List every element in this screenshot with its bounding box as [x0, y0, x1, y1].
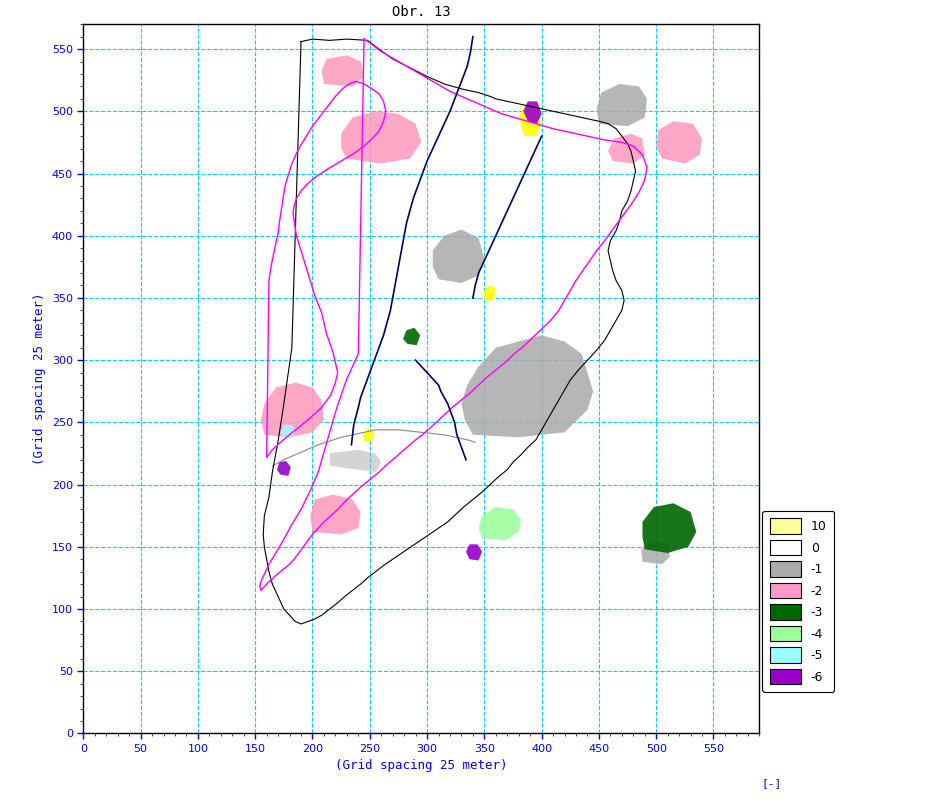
- Polygon shape: [523, 102, 542, 124]
- Polygon shape: [643, 503, 696, 553]
- Legend: 10, 0, -1, -2, -3, -4, -5, -6: 10, 0, -1, -2, -3, -4, -5, -6: [762, 511, 834, 692]
- Polygon shape: [483, 285, 495, 301]
- Y-axis label: (Grid spacing 25 meter): (Grid spacing 25 meter): [33, 293, 46, 465]
- Polygon shape: [330, 450, 382, 472]
- Polygon shape: [277, 461, 291, 476]
- Polygon shape: [466, 544, 482, 560]
- Polygon shape: [321, 56, 364, 86]
- Polygon shape: [608, 134, 644, 164]
- Polygon shape: [341, 111, 421, 164]
- Title: Obr. 13: Obr. 13: [392, 5, 451, 19]
- Polygon shape: [519, 105, 542, 136]
- Polygon shape: [657, 121, 702, 164]
- Polygon shape: [310, 495, 360, 534]
- X-axis label: (Grid spacing 25 meter): (Grid spacing 25 meter): [335, 759, 507, 772]
- Polygon shape: [281, 425, 295, 438]
- Polygon shape: [432, 230, 484, 283]
- Polygon shape: [479, 507, 521, 541]
- Polygon shape: [261, 383, 324, 438]
- Polygon shape: [642, 541, 669, 564]
- Polygon shape: [363, 429, 374, 441]
- Polygon shape: [403, 328, 420, 345]
- Polygon shape: [461, 335, 594, 438]
- Polygon shape: [596, 84, 647, 127]
- Text: [-]: [-]: [761, 778, 782, 787]
